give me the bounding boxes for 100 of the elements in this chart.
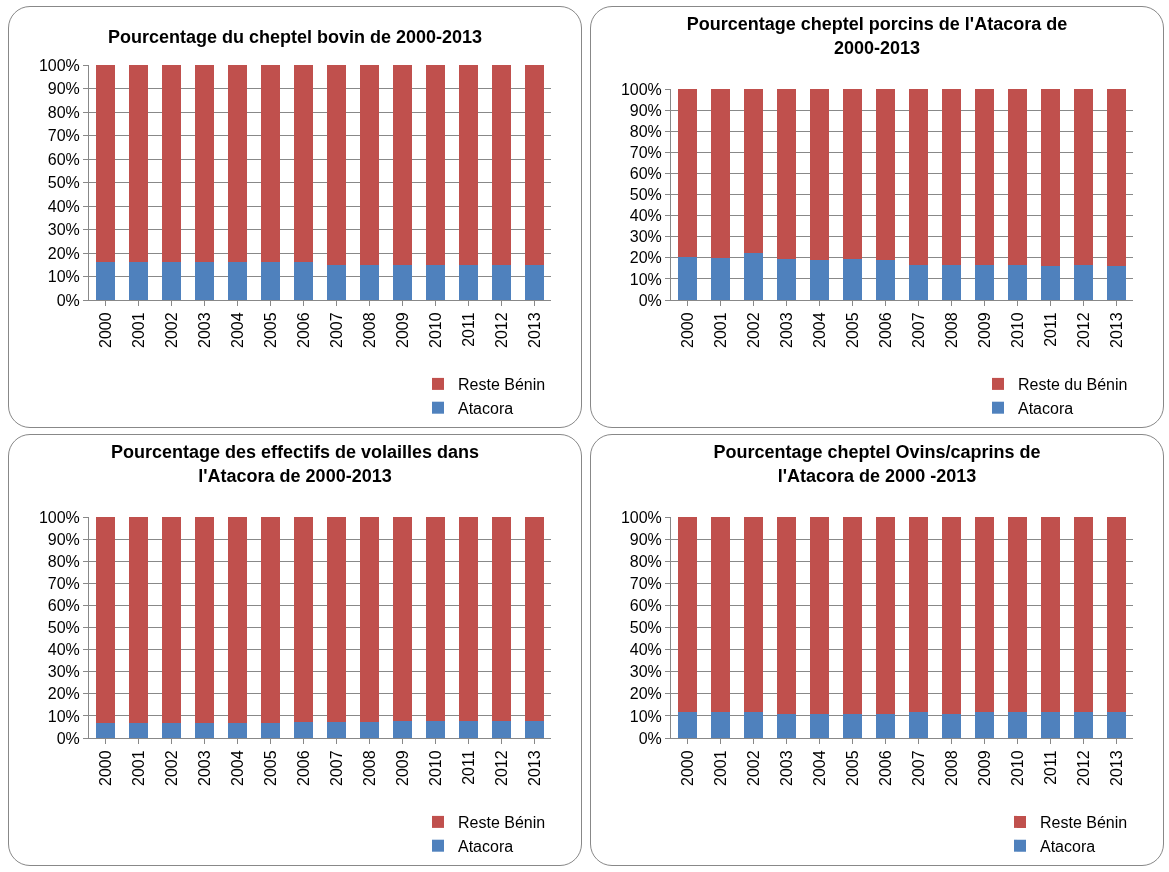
x-tick-label: 2006 (294, 750, 312, 786)
bar (392, 65, 413, 265)
bar (809, 714, 830, 738)
bar (1040, 517, 1061, 713)
x-tick-label: 2000 (96, 750, 114, 786)
y-tick-label: 40% (47, 641, 80, 659)
y-tick-label: 20% (629, 685, 662, 703)
bar (425, 517, 446, 721)
x-tick-label: 2000 (678, 312, 696, 348)
y-tick-label: 10% (47, 707, 80, 725)
y-tick-label: 20% (629, 249, 662, 267)
y-tick-label: 40% (47, 197, 80, 215)
bar (326, 264, 347, 300)
bar (425, 65, 446, 265)
bar (326, 65, 347, 265)
bar (260, 722, 281, 738)
bar (128, 262, 149, 300)
y-tick-label: 80% (629, 552, 662, 570)
x-tick-label: 2007 (909, 750, 927, 786)
x-tick-label: 2012 (492, 750, 510, 786)
x-tick-label: 2012 (492, 312, 510, 348)
bar (458, 264, 479, 300)
x-tick-label: 2001 (711, 312, 729, 348)
bar (776, 89, 797, 260)
bar (941, 713, 962, 738)
bar (875, 259, 896, 300)
bar (974, 517, 995, 713)
chart-title: Pourcentage du cheptel bovin de 2000-2013 (107, 27, 483, 47)
bar (1040, 712, 1061, 738)
bar (941, 517, 962, 714)
x-tick-label: 2002 (162, 750, 180, 786)
y-tick-label: 30% (629, 663, 662, 681)
y-tick-label: 0% (638, 291, 662, 309)
bar (776, 517, 797, 715)
y-tick-label: 90% (629, 101, 662, 119)
x-tick-label: 2013 (525, 312, 543, 348)
bar (128, 65, 149, 263)
bar (1106, 89, 1127, 266)
bar (260, 65, 281, 263)
bar (359, 517, 380, 722)
bar (359, 721, 380, 738)
y-tick-label: 60% (47, 150, 80, 168)
bar (941, 89, 962, 266)
bar (842, 713, 863, 738)
bar (326, 517, 347, 723)
x-tick-label: 2007 (909, 312, 927, 348)
bar (1106, 712, 1127, 738)
y-tick-label: 50% (47, 174, 80, 192)
x-tick-label: 2007 (327, 750, 345, 786)
bar (524, 65, 545, 265)
bar (875, 517, 896, 714)
bar (392, 517, 413, 721)
x-tick-label: 2003 (195, 750, 213, 786)
x-tick-label: 2013 (1107, 312, 1125, 348)
legend-label: Reste du Bénin (1018, 376, 1128, 394)
bar (161, 261, 182, 300)
y-tick-label: 100% (620, 508, 662, 526)
y-tick-label: 100% (38, 56, 80, 74)
bar (194, 65, 215, 263)
bar (491, 720, 512, 738)
x-tick-label: 2011 (459, 750, 477, 785)
bar (95, 65, 116, 262)
y-tick-label: 70% (47, 127, 80, 145)
bar (1007, 89, 1028, 266)
x-tick-label: 2010 (1008, 750, 1026, 786)
x-tick-label: 2011 (459, 312, 477, 347)
x-tick-label: 2001 (129, 750, 147, 786)
bar (677, 89, 698, 258)
bar (425, 264, 446, 300)
y-tick-label: 20% (47, 685, 80, 703)
y-tick-label: 0% (638, 729, 662, 747)
legend-label: Atacora (1018, 399, 1074, 417)
y-tick-label: 80% (47, 552, 80, 570)
x-tick-label: 2010 (426, 312, 444, 348)
bar (128, 722, 149, 738)
bar (1040, 265, 1061, 300)
chart-title: Pourcentage cheptel porcins de l'Atacora de 2000-2013 (686, 14, 1068, 58)
x-tick-label: 2009 (975, 750, 993, 786)
bar (677, 517, 698, 713)
bar (908, 89, 929, 265)
bar (710, 89, 731, 259)
bar (1007, 712, 1028, 738)
x-tick-label: 2010 (1008, 312, 1026, 348)
x-tick-label: 2000 (96, 312, 114, 348)
bar (776, 259, 797, 300)
y-tick-label: 10% (629, 270, 662, 288)
x-tick-label: 2002 (744, 312, 762, 348)
x-tick-label: 2009 (393, 750, 411, 786)
bar (392, 264, 413, 300)
legend-label: Atacora (458, 399, 514, 417)
bar (1073, 517, 1094, 713)
bar (227, 65, 248, 263)
bar (1106, 517, 1127, 713)
bar (293, 65, 314, 262)
bar (743, 252, 764, 300)
bar (161, 65, 182, 262)
x-tick-label: 2013 (1107, 750, 1125, 786)
bar (491, 65, 512, 265)
y-tick-label: 10% (47, 268, 80, 286)
x-tick-label: 2004 (228, 312, 246, 348)
